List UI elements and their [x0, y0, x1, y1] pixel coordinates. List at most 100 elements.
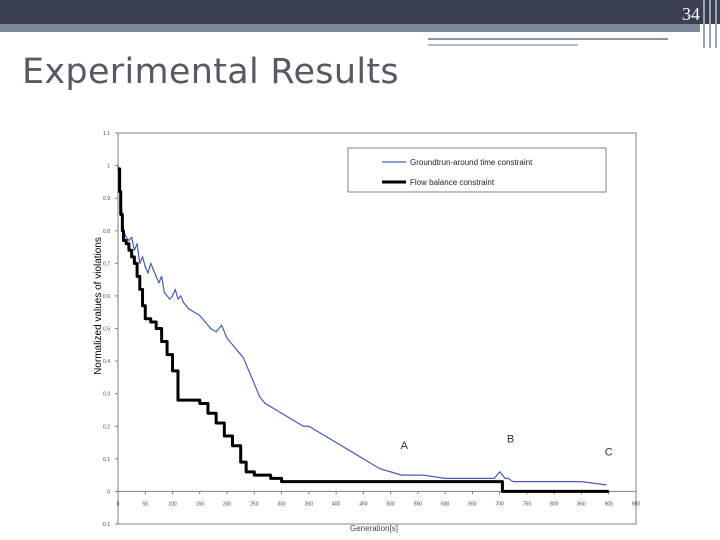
slide-title: Experimental Results [22, 52, 399, 92]
data-point [501, 490, 504, 493]
data-point [580, 481, 583, 483]
y-tick-label: 0.3 [103, 392, 110, 398]
data-point [171, 370, 174, 372]
y-tick-label: 1.1 [103, 131, 110, 137]
x-tick-label: 800 [550, 501, 559, 507]
data-point [297, 422, 299, 424]
x-tick-label: 300 [277, 501, 286, 507]
x-tick-label: 200 [223, 501, 232, 507]
x-tick-label: 50 [142, 501, 148, 507]
data-point [207, 412, 209, 414]
data-point [237, 350, 239, 352]
y-tick-label: 0.4 [103, 359, 110, 365]
data-point [368, 461, 370, 463]
data-point [131, 256, 133, 258]
data-point [253, 383, 255, 385]
line-chart: -0.1 0 0.1 0.2 0.3 0.4 0.5 0.6 0.7 0.8 0.9 1 1.1 0 50 1… [93, 131, 640, 533]
data-point [231, 344, 234, 346]
data-point [291, 419, 294, 421]
data-point [499, 481, 501, 483]
data-point [531, 490, 533, 493]
data-point [223, 435, 225, 437]
data-point [390, 471, 392, 473]
legend-box [347, 147, 607, 193]
annotation-label: C [605, 447, 613, 459]
series-line [117, 165, 607, 486]
data-point [270, 406, 272, 408]
decorative-line-2 [428, 44, 578, 46]
data-point [226, 337, 228, 339]
x-tick-label: 650 [468, 501, 477, 507]
x-tick-label: 750 [523, 501, 532, 507]
data-point [174, 288, 176, 290]
y-axis-label: Normalized values of violations [93, 237, 104, 375]
data-point [242, 357, 245, 359]
annotation-label: B [507, 434, 514, 446]
data-point [155, 275, 157, 277]
legend-label: Groundtrun-around time constraint [410, 158, 533, 167]
data-point [248, 370, 250, 372]
data-point [507, 477, 509, 479]
slide-header-bar [0, 0, 720, 24]
data-point [204, 321, 206, 323]
x-tick-label: 450 [359, 501, 368, 507]
y-tick-label: 1 [107, 164, 110, 170]
slide-corner-frame [701, 0, 720, 48]
data-point [128, 239, 130, 242]
data-point [319, 432, 321, 434]
data-point [221, 324, 223, 326]
data-point [128, 249, 130, 251]
data-point [117, 168, 119, 170]
data-point [512, 481, 514, 483]
data-point [131, 236, 133, 238]
data-point [308, 425, 310, 427]
x-tick-label: 500 [386, 501, 395, 507]
data-point [605, 484, 607, 486]
data-point [136, 243, 138, 245]
data-point [240, 461, 242, 463]
data-point [215, 331, 217, 333]
series-0 [117, 164, 607, 486]
data-point [171, 295, 174, 297]
data-point [553, 481, 555, 483]
x-tick-label: 600 [441, 501, 450, 507]
y-tick-label: 0 [107, 489, 110, 495]
data-point [493, 477, 495, 479]
x-axis-label: Generation[s] [350, 524, 398, 533]
data-point [330, 438, 332, 440]
data-point [133, 262, 135, 264]
data-point [158, 282, 160, 284]
series-1 [117, 167, 610, 493]
data-point [120, 213, 122, 216]
data-point [471, 481, 474, 483]
data-point [117, 164, 119, 167]
data-point [150, 321, 152, 323]
data-point [144, 265, 146, 268]
data-point [280, 412, 283, 414]
data-point [185, 305, 187, 307]
data-point [125, 236, 127, 238]
data-point [139, 288, 141, 290]
x-tick-label: 700 [496, 501, 505, 507]
x-tick-label: 0 [117, 501, 120, 507]
y-tick-label: 0.9 [103, 196, 110, 202]
data-point [119, 191, 121, 193]
data-point [275, 409, 277, 411]
data-point [444, 481, 446, 483]
data-point [302, 425, 304, 427]
data-point [357, 454, 359, 457]
chart-annotations: A B C [401, 434, 613, 459]
data-point [136, 275, 138, 277]
data-point [193, 311, 195, 313]
data-point [150, 262, 152, 264]
data-point [199, 314, 201, 317]
data-point [141, 256, 144, 258]
data-point [444, 477, 446, 479]
data-point [335, 441, 337, 444]
slide-number: 34 [682, 4, 700, 24]
data-point [152, 269, 155, 271]
data-point [499, 471, 501, 473]
data-point [125, 243, 127, 245]
data-point [264, 402, 266, 405]
legend-label: Flow balance constraint [410, 178, 495, 187]
